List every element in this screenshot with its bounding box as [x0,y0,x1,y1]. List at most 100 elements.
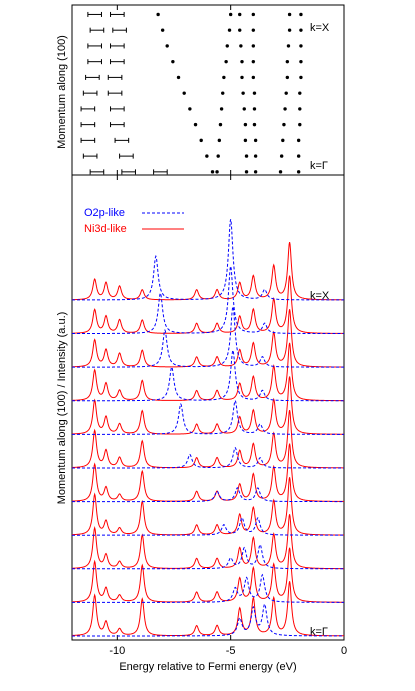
band-point [228,12,233,17]
band-point [298,122,302,127]
spectrum-curve [72,241,344,301]
band-point [251,44,256,48]
error-bar [112,27,127,33]
band-point [299,75,303,80]
band-point [296,154,301,158]
band-point [251,12,256,17]
x-tick-label: -5 [226,645,236,657]
error-bar [80,122,96,128]
spectra [72,219,344,637]
error-bar [110,43,125,49]
band-point [243,122,248,127]
error-bar [89,169,105,175]
band-point [299,12,303,17]
spectrum-curve [72,487,344,503]
band-point [296,138,301,143]
band-point [217,138,222,143]
spectrum-curve [72,514,344,570]
spectrum-curve [72,304,344,368]
band-point [287,28,292,32]
band-point [238,28,242,32]
error-bar [153,169,168,175]
band-point [238,12,242,17]
band-point [193,122,198,127]
band-point [285,75,290,80]
band-point [282,122,286,127]
top-y-label: Momentum along (100) [56,35,68,149]
error-bar [80,137,96,143]
band-point [199,138,203,143]
band-point [241,91,245,95]
bottom-frame [71,174,345,641]
error-bar [87,43,102,49]
x-axis-label: Energy relative to Fermi energy (eV) [119,661,296,673]
band-point [243,138,248,143]
band-point [160,28,165,32]
band-point [296,170,301,174]
band-point [298,91,302,95]
band-point [242,107,246,111]
band-point [286,44,291,48]
band-point [239,44,243,48]
legend-label: O2p-like [84,207,125,219]
spectrum-curve [72,516,344,536]
error-bar [121,169,136,175]
band-point [225,44,229,48]
bottom-y-label: Momentum along (100) / Intensity (a.u.) [56,312,68,505]
band-point [165,44,169,48]
spectrum-curve [72,581,344,637]
error-bar [119,153,134,159]
band-point [251,59,256,64]
band-point [283,107,287,111]
error-bar [85,74,100,80]
spectrum-curve [72,275,344,334]
band-point [284,91,288,95]
band-point [244,170,249,174]
error-bar [80,106,96,112]
band-point [251,28,256,32]
band-point [156,12,160,17]
error-bar [114,137,130,143]
band-point [253,170,258,174]
band-point [285,59,290,64]
spectrum-curve [72,219,344,301]
x-tick-label: -10 [109,645,125,657]
band-point [171,59,175,64]
band-point [279,154,284,158]
band-point [252,107,257,111]
band-point [216,154,220,158]
band-point [240,59,244,64]
band-point [222,75,226,80]
band-point [182,91,186,95]
error-bar [110,122,125,128]
band-point [224,59,228,64]
spectrum-curve [72,543,344,570]
band-point [205,154,209,158]
spectrum-curve [72,309,344,368]
spectrum-curve [72,376,344,435]
band-point [210,170,215,174]
band-point [253,138,258,143]
band-point [253,154,258,158]
band-point [251,75,256,80]
spectrum-curve [72,477,344,536]
error-bar [107,90,123,96]
band-point [221,91,225,95]
spectrum-curve [72,446,344,469]
annotation: k=X [310,22,330,34]
band-point [298,107,302,111]
error-bar [110,59,125,65]
error-bar [107,74,123,80]
spectrum-curve [72,409,344,469]
spectrum-curve [72,547,344,603]
band-point [218,122,223,127]
band-point [219,107,224,111]
band-point [299,59,303,64]
error-bar [110,106,125,112]
band-point [299,28,303,32]
band-point [252,91,257,95]
error-bar [89,27,105,33]
spectrum-curve [72,573,344,603]
spectrum-curve [72,443,344,502]
